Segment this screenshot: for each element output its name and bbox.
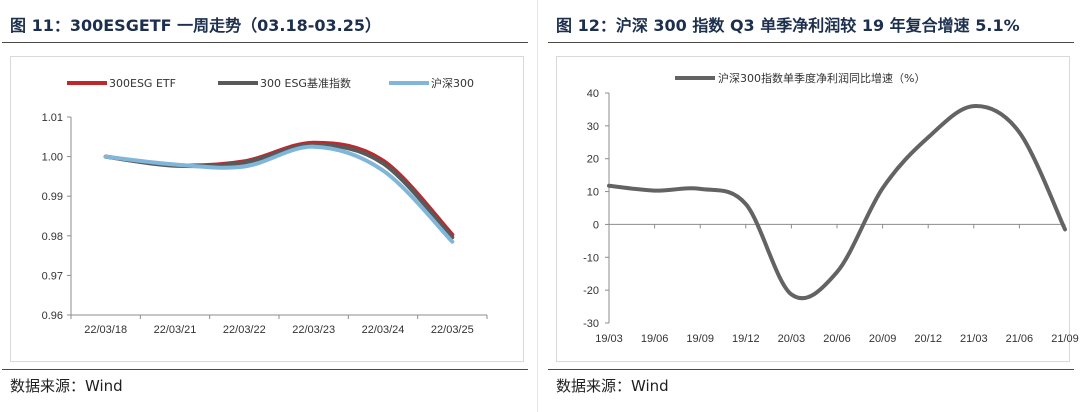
x-tick-label: 22/03/25 (431, 324, 474, 336)
x-tick-label: 22/03/24 (362, 324, 405, 336)
series-line-1 (607, 104, 1067, 301)
y-tick-label: -30 (583, 318, 599, 330)
title-rule (548, 42, 1074, 43)
source-rule (2, 369, 528, 370)
y-tick-label: 20 (587, 154, 599, 166)
chart-panel-profit-growth: 图 12：沪深 300 指数 Q3 单季净利润较 19 年复合增速 5.1% 4… (548, 0, 1079, 412)
y-tick-label: 40 (587, 88, 599, 100)
chart-frame: 1.01 1.00 0.99 0.98 0.97 0.96 22/03/18 22/03/21… (10, 56, 524, 362)
chart-panel-etf: 图 11：300ESGETF 一周走势（03.18-03.25） 1.01 1.0… (2, 0, 528, 412)
y-tick-label: 10 (587, 187, 599, 199)
profit-growth-line-chart: 40 30 20 10 0 -10 -20 -30 19/03 19/06 19/09 19/12 20… (583, 71, 1079, 345)
legend-label: 沪深300指数单季度净利润同比增速（%） (718, 71, 925, 85)
x-tick-label: 21/09 (1051, 333, 1079, 345)
x-tick-label: 19/12 (732, 333, 760, 345)
x-tick-label: 19/06 (641, 333, 669, 345)
legend-item: 300ESG ETF (67, 77, 176, 90)
chart-frame: 40 30 20 10 0 -10 -20 -30 19/03 19/06 19/09 19/12 20… (556, 56, 1079, 362)
y-tick-label: -10 (583, 252, 599, 264)
x-tick-label: 19/03 (595, 333, 623, 345)
legend-item: 沪深300 (389, 76, 474, 90)
y-tick-label: 1.01 (42, 112, 63, 124)
y-tick-label: 0.99 (42, 191, 63, 203)
chart-title: 图 12：沪深 300 指数 Q3 单季净利润较 19 年复合增速 5.1% (556, 16, 1020, 35)
chart-title: 图 11：300ESGETF 一周走势（03.18-03.25） (10, 16, 382, 35)
x-tick-label: 20/12 (914, 333, 942, 345)
series-line-2 (103, 142, 455, 240)
y-tick-label: 0.96 (42, 310, 63, 322)
y-tick-label: -20 (583, 285, 599, 297)
x-tick-label: 20/09 (869, 333, 897, 345)
x-tick-label: 20/06 (823, 333, 851, 345)
panel-divider (537, 0, 538, 412)
x-tick-label: 22/03/21 (154, 324, 197, 336)
legend-item: 沪深300指数单季度净利润同比增速（%） (675, 71, 925, 85)
y-tick-label: 0 (593, 219, 599, 231)
y-tick-label: 30 (587, 121, 599, 133)
etf-line-chart: 1.01 1.00 0.99 0.98 0.97 0.96 22/03/18 22/03/21… (42, 76, 488, 336)
legend-label: 沪深300 (431, 76, 474, 90)
y-tick-label: 1.00 (42, 152, 63, 164)
title-rule (2, 42, 528, 43)
y-tick-label: 0.97 (42, 270, 63, 282)
x-tick-label: 21/03 (960, 333, 988, 345)
x-tick-label: 22/03/23 (292, 324, 335, 336)
x-tick-label: 22/03/22 (223, 324, 266, 336)
legend-label: 300 ESG基准指数 (260, 76, 351, 90)
source-rule (548, 369, 1074, 370)
data-source: 数据来源：Wind (556, 377, 669, 395)
series-line-3 (103, 144, 455, 244)
legend-label: 300ESG ETF (109, 77, 176, 90)
legend-item: 300 ESG基准指数 (218, 76, 351, 90)
x-tick-label: 21/06 (1006, 333, 1034, 345)
data-source: 数据来源：Wind (10, 377, 123, 395)
x-tick-label: 19/09 (686, 333, 714, 345)
y-tick-label: 0.98 (42, 231, 63, 243)
x-tick-label: 20/03 (778, 333, 806, 345)
x-tick-label: 22/03/18 (84, 324, 127, 336)
